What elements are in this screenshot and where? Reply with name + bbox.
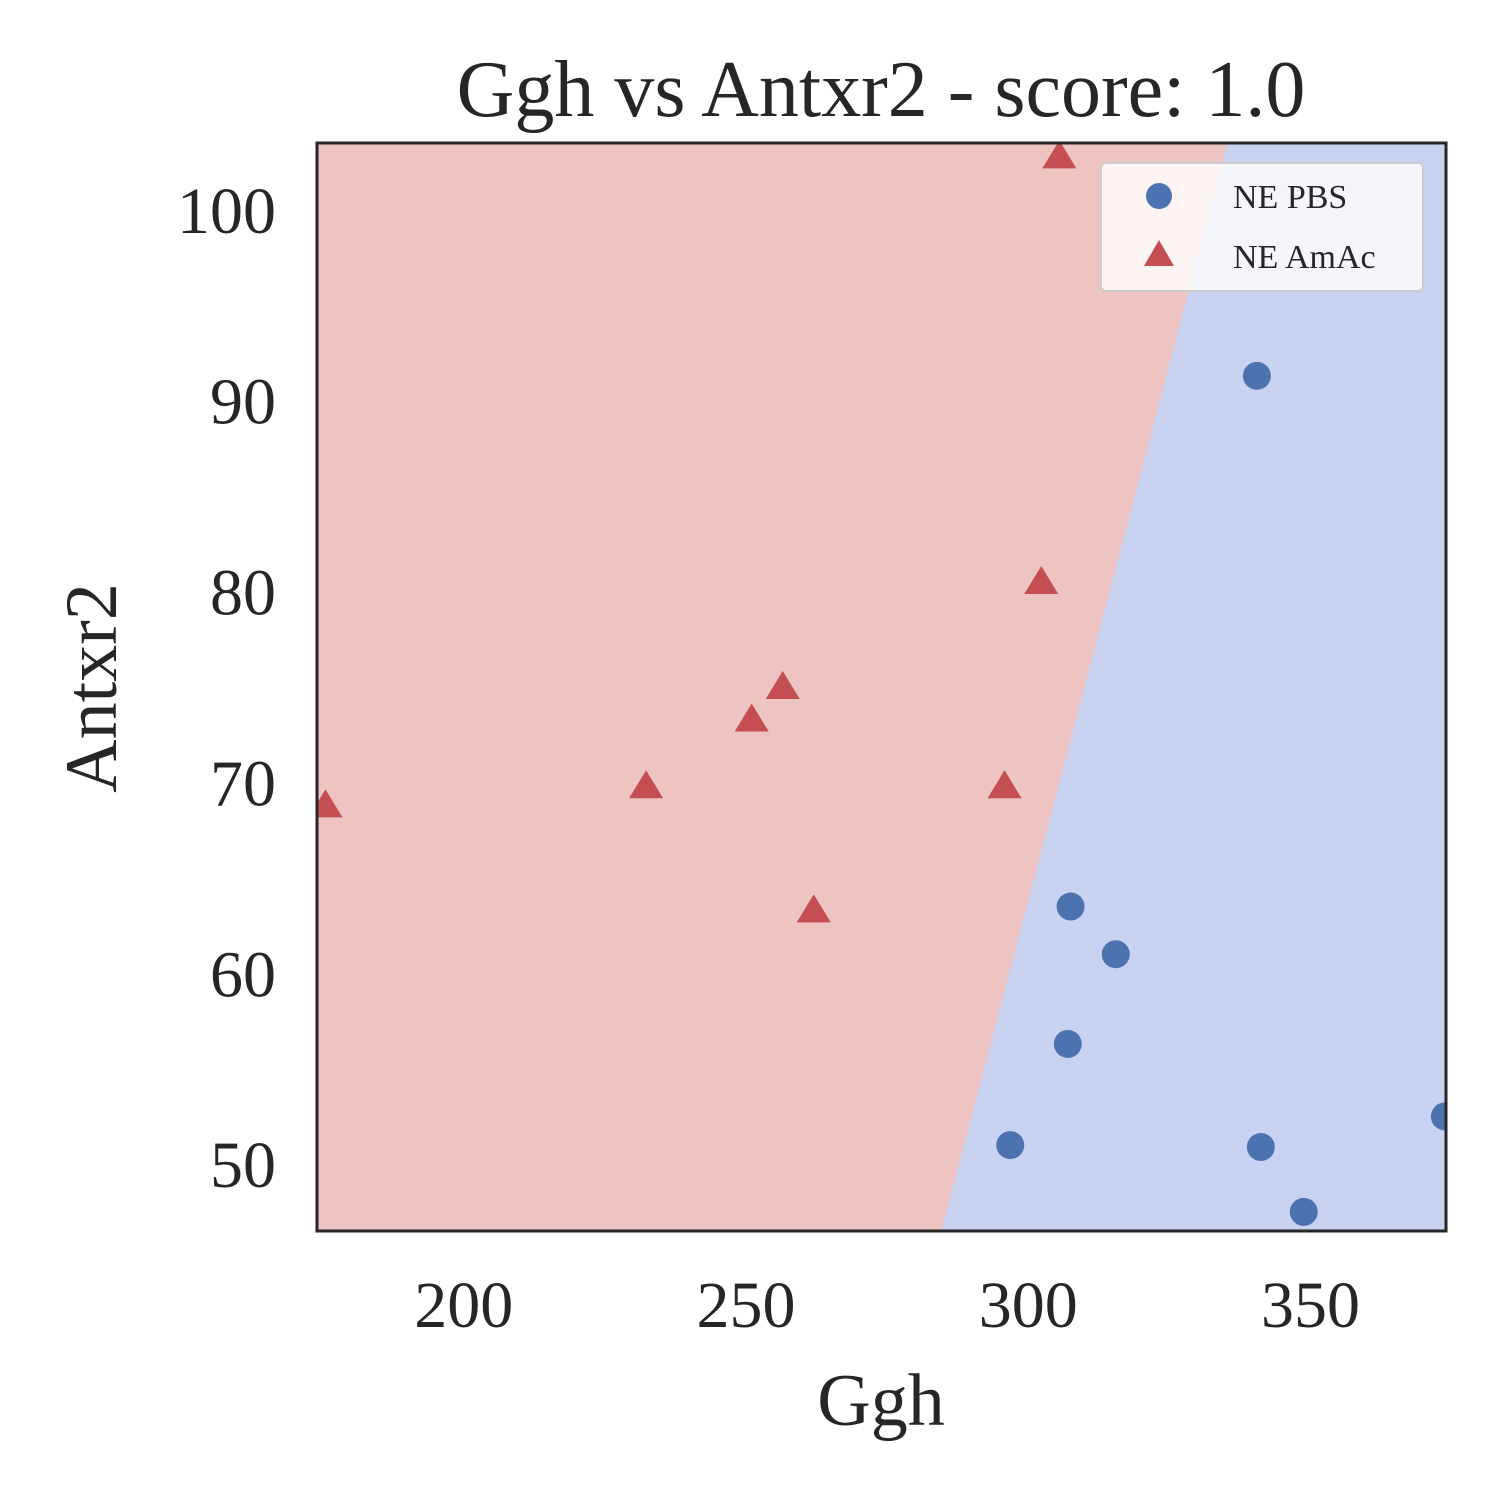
y-tick-label: 80 — [210, 557, 276, 630]
point-ne-amac — [629, 770, 664, 799]
legend-box — [1100, 162, 1424, 292]
axis-ticks: 200 250 300 350 50 60 70 80 90 100 — [177, 175, 1360, 1342]
y-tick-label: 90 — [210, 366, 276, 439]
region-ne-amac — [317, 143, 1228, 1231]
legend: NE PBS NE AmAc — [1100, 162, 1424, 292]
point-ne-amac — [317, 789, 343, 818]
x-axis-label: Ggh — [817, 1360, 944, 1442]
x-tick-label: 350 — [1261, 1269, 1360, 1342]
point-ne-amac — [1024, 566, 1059, 595]
point-ne-pbs — [1430, 1102, 1446, 1131]
point-ne-amac — [987, 770, 1022, 799]
y-tick-label: 70 — [210, 747, 276, 820]
point-ne-pbs — [996, 1131, 1025, 1160]
y-tick-label: 60 — [210, 938, 276, 1011]
plot-area — [315, 141, 1448, 1233]
legend-marker-ne-amac — [1144, 240, 1174, 266]
point-ne-pbs — [1289, 1197, 1318, 1226]
point-ne-pbs — [1056, 892, 1085, 921]
y-tick-label: 50 — [210, 1129, 276, 1202]
plot-frame — [315, 141, 1448, 1233]
legend-marker-ne-pbs — [1146, 183, 1172, 209]
point-ne-pbs — [1246, 1133, 1275, 1162]
x-tick-label: 300 — [979, 1269, 1078, 1342]
point-ne-amac — [765, 671, 800, 699]
point-ne-amac — [1042, 143, 1077, 169]
x-tick-label: 250 — [697, 1269, 796, 1342]
point-ne-pbs — [1242, 361, 1271, 390]
point-ne-amac — [734, 703, 769, 732]
legend-label: NE AmAc — [1233, 239, 1376, 276]
point-ne-amac — [796, 894, 831, 923]
y-axis-label: Antxr2 — [51, 583, 133, 793]
legend-label: NE PBS — [1233, 179, 1347, 216]
y-tick-label: 100 — [177, 175, 276, 248]
point-ne-pbs — [1101, 940, 1130, 969]
x-tick-label: 200 — [414, 1269, 513, 1342]
chart-title: Ggh vs Antxr2 - score: 1.0 — [457, 46, 1306, 134]
point-ne-pbs — [1053, 1029, 1082, 1058]
